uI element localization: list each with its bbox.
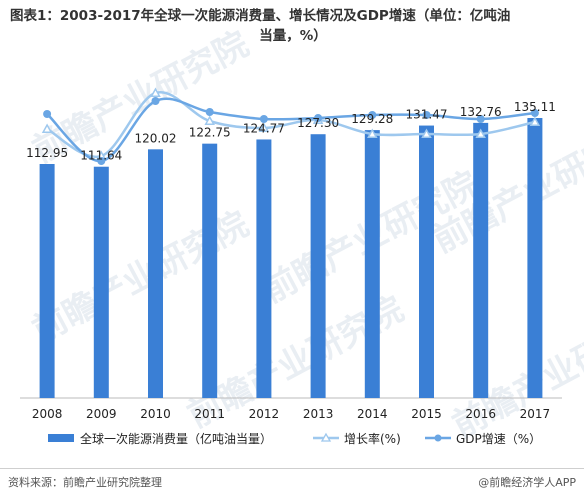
gdp-growth-point-2010 [151,97,160,105]
source-note: 资料来源：前瞻产业研究院整理 [8,476,162,489]
bar-data-label-2011: 122.75 [189,126,231,140]
bar-data-label-2015: 131.47 [406,108,448,122]
x-tick-label-2010: 2010 [140,407,171,421]
gdp-growth-point-2011 [205,108,214,116]
bar-data-label-2012: 124.77 [243,121,285,135]
bar-data-label-2016: 132.76 [460,105,502,119]
chart-title-line2: 当量，%） [259,28,327,44]
legend-swatch-consumption [48,434,74,442]
growth-rate-point-2010 [150,87,161,97]
growth-rate-point-2015 [421,128,432,138]
bar-data-label-2013: 127.30 [297,116,339,130]
gdp-growth-point-2017 [530,109,539,117]
bar-2009 [93,166,109,398]
x-tick-label-2014: 2014 [357,407,388,421]
gdp-growth-point-2016 [476,115,485,123]
bar-data-label-2010: 120.02 [135,131,177,145]
bar-data-label-2009: 111.64 [80,149,122,163]
chart-title: 图表1：2003-2017年全球一次能源消费量、增长情况及GDP增速（单位：亿吨… [10,6,576,46]
bar-2010 [148,149,163,398]
bar-data-label-2017: 135.11 [514,100,556,114]
growth-rate-point-2014 [367,128,378,138]
bar-2014 [364,130,380,398]
growth-rate-line [46,90,536,159]
brand-note: @前瞻经济学人APP [478,476,576,489]
x-tick-label-2012: 2012 [249,407,280,421]
x-tick-label-2016: 2016 [465,407,496,421]
bar-2012 [256,139,272,398]
bar-2011 [202,143,218,398]
legend-marker-gdp-growth [434,434,442,442]
legend-label-consumption: 全球一次能源消费量（亿吨油当量） [80,431,272,446]
x-tick-label-2008: 2008 [32,407,63,421]
legend-label-growth-rate: 增长率(%) [344,431,401,446]
gdp-growth-point-2008 [43,110,52,118]
x-tick-label-2013: 2013 [303,407,334,421]
gdp-growth-line [46,97,536,163]
gdp-growth-point-2012 [259,115,268,123]
chart: 2008 2009 2010 2011 2012 2013 2014 2015 2016 2017… [20,87,562,446]
legend-label-gdp-growth: GDP增速（%） [456,432,541,446]
x-tick-label-2009: 2009 [86,407,117,421]
footer-divider [0,468,584,469]
growth-rate-point-2012 [258,122,270,132]
gdp-growth-point-2015 [422,111,431,119]
gdp-growth-point-2009 [97,157,106,165]
x-tick-label-2011: 2011 [194,407,225,421]
x-tick-label-2015: 2015 [411,407,442,421]
legend-marker-growth-rate [320,432,332,442]
bar-data-label-2014: 129.28 [351,112,393,126]
x-tick-label-2017: 2017 [520,407,551,421]
growth-rate-point-2011 [204,115,215,125]
chart-title-line1: 图表1：2003-2017年全球一次能源消费量、增长情况及GDP增速（单位：亿吨… [10,8,511,24]
bar-2017 [527,118,543,398]
growth-rate-point-2017 [529,116,541,126]
bar-2015 [419,125,434,398]
bar-data-label-2008: 112.95 [26,146,68,160]
bar-2008 [39,164,55,398]
bar-2013 [310,134,326,398]
growth-rate-point-2016 [475,128,486,138]
gdp-growth-point-2013 [314,114,323,122]
bar-2016 [473,122,489,398]
gdp-growth-point-2014 [368,111,377,119]
growth-rate-point-2008 [41,123,53,133]
